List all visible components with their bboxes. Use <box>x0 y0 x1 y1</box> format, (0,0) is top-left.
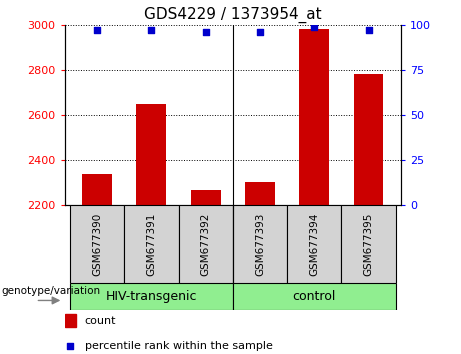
Bar <box>245 182 275 205</box>
Bar <box>299 29 329 205</box>
Bar <box>82 174 112 205</box>
Text: GSM677392: GSM677392 <box>201 212 211 276</box>
Point <box>256 29 264 35</box>
Text: HIV-transgenic: HIV-transgenic <box>106 290 197 303</box>
Text: control: control <box>293 290 336 303</box>
Bar <box>65 314 77 327</box>
Bar <box>341 205 396 283</box>
Bar <box>233 205 287 283</box>
Text: GSM677395: GSM677395 <box>364 212 373 276</box>
Point <box>148 27 155 33</box>
Bar <box>70 283 233 310</box>
Point <box>66 343 74 348</box>
Point <box>202 29 209 35</box>
Bar <box>191 189 221 205</box>
Text: percentile rank within the sample: percentile rank within the sample <box>85 341 272 351</box>
Text: GSM677394: GSM677394 <box>309 212 319 276</box>
Bar <box>287 205 341 283</box>
Bar <box>354 74 384 205</box>
Bar <box>124 205 178 283</box>
Text: GSM677393: GSM677393 <box>255 212 265 276</box>
Bar <box>70 205 124 283</box>
Bar <box>136 104 166 205</box>
Text: GSM677390: GSM677390 <box>92 213 102 276</box>
Text: count: count <box>85 316 116 326</box>
Bar <box>178 205 233 283</box>
Title: GDS4229 / 1373954_at: GDS4229 / 1373954_at <box>144 7 322 23</box>
Point <box>94 27 101 33</box>
Point <box>365 27 372 33</box>
Text: GSM677391: GSM677391 <box>147 212 156 276</box>
Text: genotype/variation: genotype/variation <box>1 286 100 296</box>
Point <box>311 24 318 29</box>
Bar <box>233 283 396 310</box>
